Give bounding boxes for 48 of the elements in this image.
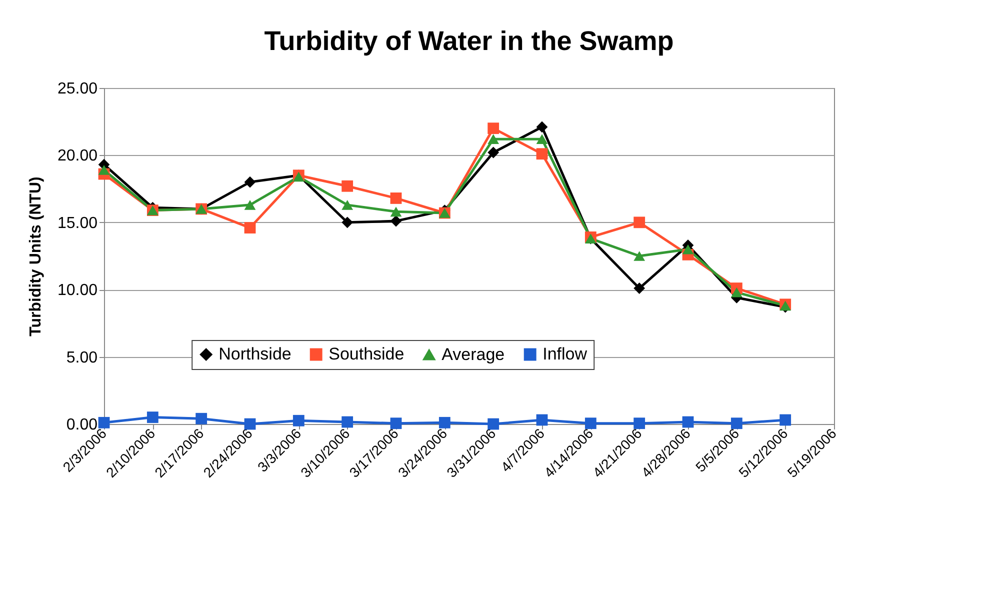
point <box>342 416 354 428</box>
y-tick-label: 10.00 <box>57 282 98 300</box>
point <box>536 148 548 160</box>
point <box>244 200 256 210</box>
point <box>98 416 110 428</box>
point <box>390 418 402 430</box>
legend-label: Northside <box>218 344 292 364</box>
point <box>196 412 208 424</box>
point <box>438 416 450 428</box>
point <box>390 192 402 204</box>
legend-label: Inflow <box>542 344 588 364</box>
y-tick-label: 20.00 <box>57 148 98 165</box>
point <box>390 206 402 217</box>
point <box>536 414 548 426</box>
legend-label: Average <box>442 344 505 364</box>
point <box>488 418 500 430</box>
point <box>342 216 354 228</box>
point <box>244 222 256 234</box>
point <box>730 418 742 430</box>
point <box>146 412 158 423</box>
point <box>682 244 694 254</box>
point <box>780 414 792 426</box>
point <box>342 180 354 192</box>
point <box>584 418 596 430</box>
point <box>342 200 354 210</box>
point <box>244 418 256 430</box>
point <box>634 251 646 261</box>
point <box>390 215 402 227</box>
point <box>536 134 548 144</box>
y-tick-label: 5.00 <box>66 349 98 366</box>
point <box>634 282 646 294</box>
point <box>98 165 110 175</box>
point <box>488 146 500 158</box>
y-tick-label: 25.00 <box>57 80 98 98</box>
point <box>488 122 500 134</box>
point <box>730 287 742 298</box>
point <box>682 416 694 428</box>
y-tick-label: 15.00 <box>57 214 98 232</box>
point <box>292 414 304 426</box>
point <box>634 216 646 228</box>
point <box>634 418 646 430</box>
point <box>488 134 500 144</box>
point <box>244 176 256 188</box>
y-tick-label: 0.00 <box>66 416 98 434</box>
y-axis-title: Turbidity Units (NTU) <box>27 176 44 336</box>
chart-title: Turbidity of Water in the Swamp <box>264 26 674 56</box>
point <box>536 121 548 133</box>
legend-label: Southside <box>328 344 404 364</box>
